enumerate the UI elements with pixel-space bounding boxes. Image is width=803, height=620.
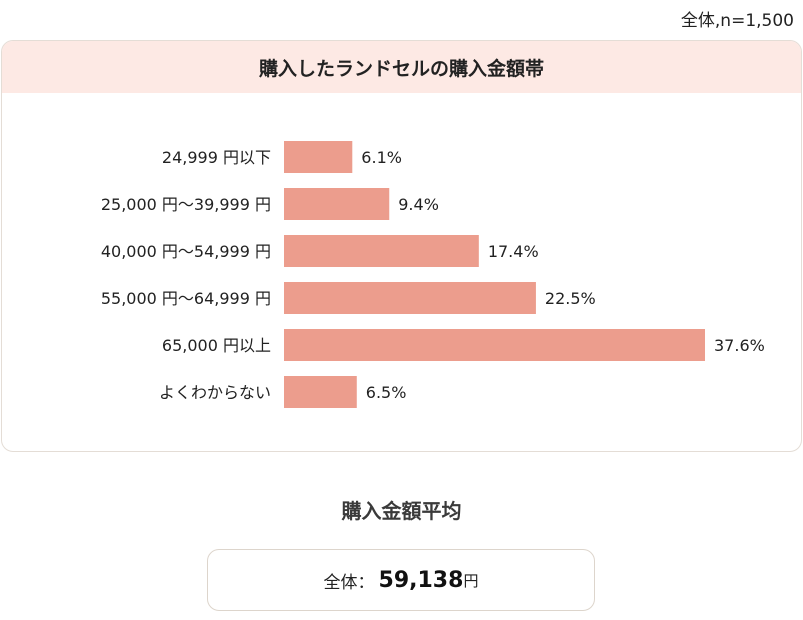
category-label: 55,000 円〜64,999 円: [101, 289, 271, 308]
chart-title: 購入したランドセルの購入金額帯: [2, 41, 801, 93]
value-label: 37.6%: [714, 336, 765, 355]
bar-5: [284, 376, 357, 408]
value-label: 9.4%: [398, 195, 439, 214]
value-label: 6.1%: [361, 148, 402, 167]
average-label: 全体：: [323, 572, 375, 593]
bar-2: [284, 235, 479, 267]
average-unit: 円: [463, 571, 479, 590]
average-box: 全体： 59,138 円: [207, 549, 595, 611]
value-label: 17.4%: [488, 242, 539, 261]
value-label: 22.5%: [545, 289, 596, 308]
category-label: よくわからない: [159, 383, 271, 402]
bar-chart: 24,999 円以下 6.1% 25,000 円〜39,999 円 9.4% 40,00…: [101, 141, 765, 408]
bar-4: [284, 329, 705, 361]
bar-3: [284, 282, 536, 314]
category-label: 65,000 円以上: [162, 336, 271, 355]
value-label: 6.5%: [366, 383, 407, 402]
bar-0: [284, 141, 353, 173]
average-value: 59,138: [378, 567, 464, 593]
average-title: 購入金額平均: [341, 499, 462, 523]
bar-1: [284, 188, 390, 220]
sample-note: 全体,n=1,500: [680, 11, 794, 31]
category-label: 25,000 円〜39,999 円: [101, 195, 271, 214]
category-label: 24,999 円以下: [162, 148, 271, 167]
category-label: 40,000 円〜54,999 円: [101, 242, 271, 261]
